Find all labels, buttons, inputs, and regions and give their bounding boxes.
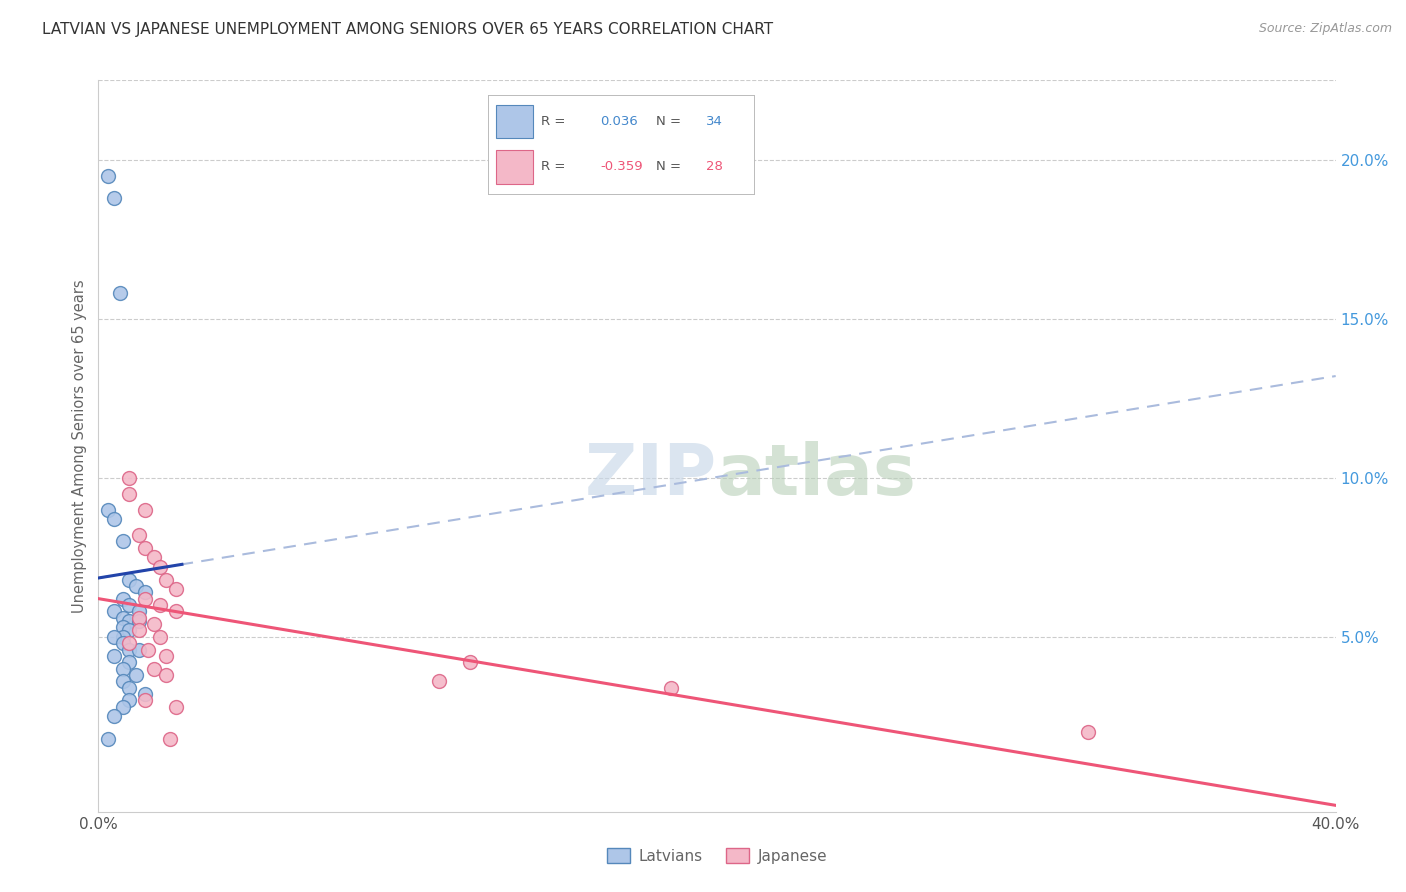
Point [659, 681, 682, 695]
Point [112, 662, 135, 676]
Point [134, 591, 156, 606]
Point [149, 630, 172, 644]
Point [143, 550, 166, 565]
Point [134, 687, 156, 701]
Text: Source: ZipAtlas.com: Source: ZipAtlas.com [1258, 22, 1392, 36]
Point [118, 471, 141, 485]
Point [112, 534, 135, 549]
Point [124, 668, 146, 682]
Text: ZIP: ZIP [585, 441, 717, 509]
Point [128, 624, 150, 638]
Point [118, 614, 141, 628]
Point [97, 731, 120, 746]
Point [149, 598, 172, 612]
Point [118, 681, 141, 695]
Point [112, 591, 135, 606]
Point [143, 617, 166, 632]
Point [427, 674, 450, 689]
Point [112, 620, 135, 634]
Point [128, 614, 150, 628]
Point [134, 541, 156, 555]
Point [112, 630, 135, 644]
Text: LATVIAN VS JAPANESE UNEMPLOYMENT AMONG SENIORS OVER 65 YEARS CORRELATION CHART: LATVIAN VS JAPANESE UNEMPLOYMENT AMONG S… [42, 22, 773, 37]
Point [128, 604, 150, 618]
Point [155, 668, 177, 682]
Point [128, 642, 150, 657]
Point [155, 573, 177, 587]
Point [165, 699, 187, 714]
Point [165, 604, 187, 618]
Point [103, 630, 125, 644]
Point [136, 642, 159, 657]
Point [124, 579, 146, 593]
Point [103, 512, 125, 526]
Point [149, 559, 172, 574]
Point [128, 528, 150, 542]
Point [108, 286, 131, 301]
Point [118, 486, 141, 500]
Point [103, 648, 125, 663]
Point [112, 699, 135, 714]
Point [155, 648, 177, 663]
Point [134, 502, 156, 516]
Point [118, 655, 141, 669]
Point [1077, 725, 1099, 739]
Point [112, 674, 135, 689]
Point [458, 655, 481, 669]
Point [165, 582, 187, 596]
Point [134, 693, 156, 707]
Point [118, 573, 141, 587]
Text: atlas: atlas [717, 441, 917, 509]
Point [118, 642, 141, 657]
Point [103, 191, 125, 205]
Legend: Latvians, Japanese: Latvians, Japanese [600, 842, 834, 870]
Point [103, 604, 125, 618]
Point [112, 611, 135, 625]
Point [118, 624, 141, 638]
Point [118, 693, 141, 707]
Point [118, 598, 141, 612]
Point [97, 502, 120, 516]
Point [103, 709, 125, 723]
Y-axis label: Unemployment Among Seniors over 65 years: Unemployment Among Seniors over 65 years [72, 279, 87, 613]
Point [159, 731, 181, 746]
Point [112, 636, 135, 650]
Point [97, 169, 120, 183]
Point [128, 611, 150, 625]
Point [118, 636, 141, 650]
Point [143, 662, 166, 676]
Point [134, 585, 156, 599]
